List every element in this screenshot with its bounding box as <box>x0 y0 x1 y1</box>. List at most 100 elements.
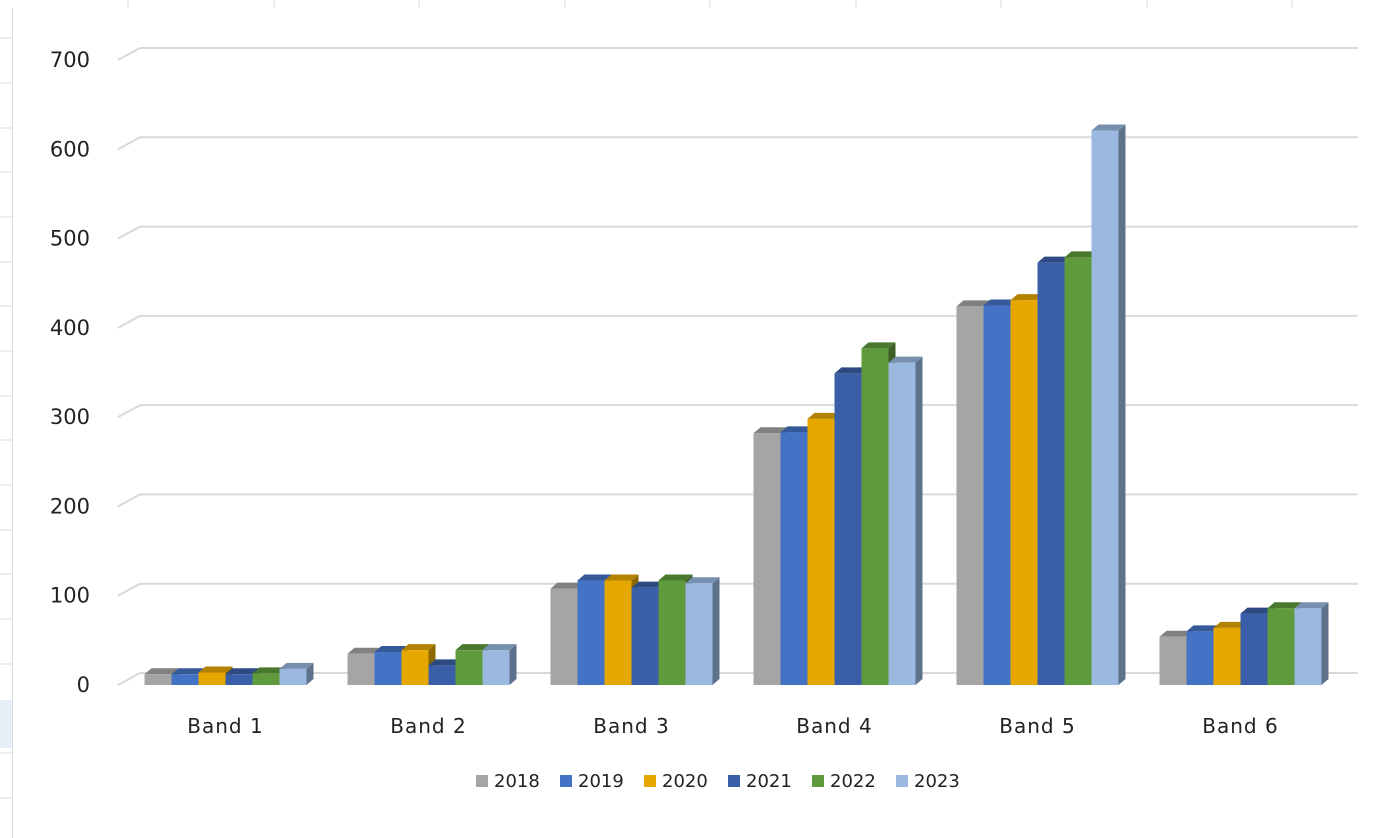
gridline-diagonal <box>117 225 141 240</box>
y-tick-label: 500 <box>50 227 90 251</box>
bar-top <box>1240 607 1275 614</box>
bar-side <box>1321 602 1329 685</box>
bar-top <box>577 574 612 581</box>
bar <box>550 588 578 685</box>
bar <box>1267 608 1295 685</box>
y-tick-label: 200 <box>50 494 90 518</box>
y-tick-label: 700 <box>50 48 90 72</box>
bar <box>1294 608 1322 685</box>
legend-swatch <box>728 775 740 787</box>
bar-top <box>685 577 720 584</box>
x-category-label: Band 5 <box>999 714 1075 738</box>
bar <box>455 650 483 685</box>
x-category-label: Band 2 <box>390 714 466 738</box>
bar <box>685 583 713 685</box>
legend-swatch <box>644 775 656 787</box>
y-tick-label: 600 <box>50 137 90 161</box>
bar-top <box>1064 251 1099 258</box>
bar <box>428 665 456 685</box>
gridline-diagonal <box>117 47 141 61</box>
bar-top <box>780 426 815 433</box>
bar-top <box>631 581 666 588</box>
legend-label: 2020 <box>662 771 708 792</box>
bar <box>198 672 226 685</box>
bar <box>1186 631 1214 685</box>
bar-top <box>956 300 991 307</box>
bar <box>347 653 375 685</box>
bar <box>1213 627 1241 685</box>
bar-top <box>171 668 206 675</box>
bar-top <box>604 574 639 581</box>
gridline-diagonal <box>117 493 141 508</box>
bar <box>753 433 781 685</box>
bar <box>577 580 605 685</box>
bar-top <box>888 356 923 363</box>
bar <box>1064 257 1092 685</box>
bar-side <box>712 577 720 685</box>
bar-side <box>306 662 314 685</box>
bar <box>1037 262 1065 685</box>
bar-chart: 0 100 200 300 400 500 600 700 Band 1 Band 2 Band 3… <box>50 47 1358 792</box>
x-category-label: Band 3 <box>593 714 669 738</box>
legend-swatch <box>476 775 488 787</box>
legend-swatch <box>896 775 908 787</box>
bar-side <box>1118 124 1126 686</box>
bar-top <box>550 582 585 589</box>
bar-side <box>509 644 517 685</box>
y-tick-label: 400 <box>50 316 90 340</box>
bar-top <box>1159 630 1194 637</box>
bar <box>225 674 253 685</box>
legend-label: 2023 <box>914 771 960 792</box>
bar <box>888 362 916 685</box>
bar <box>279 668 307 685</box>
bar <box>780 432 808 685</box>
bar-top <box>1037 256 1072 263</box>
bar-top <box>1213 621 1248 628</box>
y-tick-label: 0 <box>77 673 90 697</box>
bar <box>604 580 632 685</box>
bar <box>1010 300 1038 685</box>
bar-top <box>1186 625 1221 632</box>
x-category-label: Band 4 <box>796 714 872 738</box>
gridline-diagonal <box>117 404 141 419</box>
legend-label: 2021 <box>746 771 792 792</box>
bar-top <box>807 412 842 419</box>
y-tick-label: 300 <box>50 405 90 429</box>
x-category-label: Band 6 <box>1202 714 1278 738</box>
bar-top <box>482 644 517 651</box>
bar <box>861 348 889 685</box>
bar-top <box>252 667 287 674</box>
bar-top <box>1091 124 1126 131</box>
spreadsheet-grid <box>0 0 1293 799</box>
x-category-label: Band 1 <box>187 714 263 738</box>
bar-top <box>144 668 179 675</box>
chart-area[interactable] <box>12 8 1389 838</box>
bar-top <box>834 367 869 374</box>
bar <box>834 373 862 685</box>
bar-top <box>1010 294 1045 301</box>
bar <box>252 673 280 685</box>
bar-top <box>455 644 490 651</box>
gridline-diagonal <box>117 314 141 329</box>
legend-swatch <box>812 775 824 787</box>
bar <box>983 305 1011 685</box>
legend-label: 2022 <box>830 771 876 792</box>
bar <box>144 674 172 685</box>
legend-label: 2019 <box>578 771 624 792</box>
legend-swatch <box>560 775 572 787</box>
bar-top <box>658 574 693 581</box>
bar-top <box>198 666 233 673</box>
bar-top <box>983 299 1018 306</box>
bar-top <box>1294 602 1329 609</box>
y-tick-label: 100 <box>50 584 90 608</box>
gridline-diagonal <box>117 136 141 151</box>
bar-top <box>279 662 314 669</box>
bar <box>482 650 510 685</box>
bar <box>401 650 429 685</box>
gridline-diagonal <box>117 672 141 686</box>
bar <box>631 587 659 685</box>
bar-top <box>374 645 409 652</box>
bar <box>658 580 686 685</box>
bar-top <box>428 659 463 666</box>
bar <box>1091 130 1119 686</box>
